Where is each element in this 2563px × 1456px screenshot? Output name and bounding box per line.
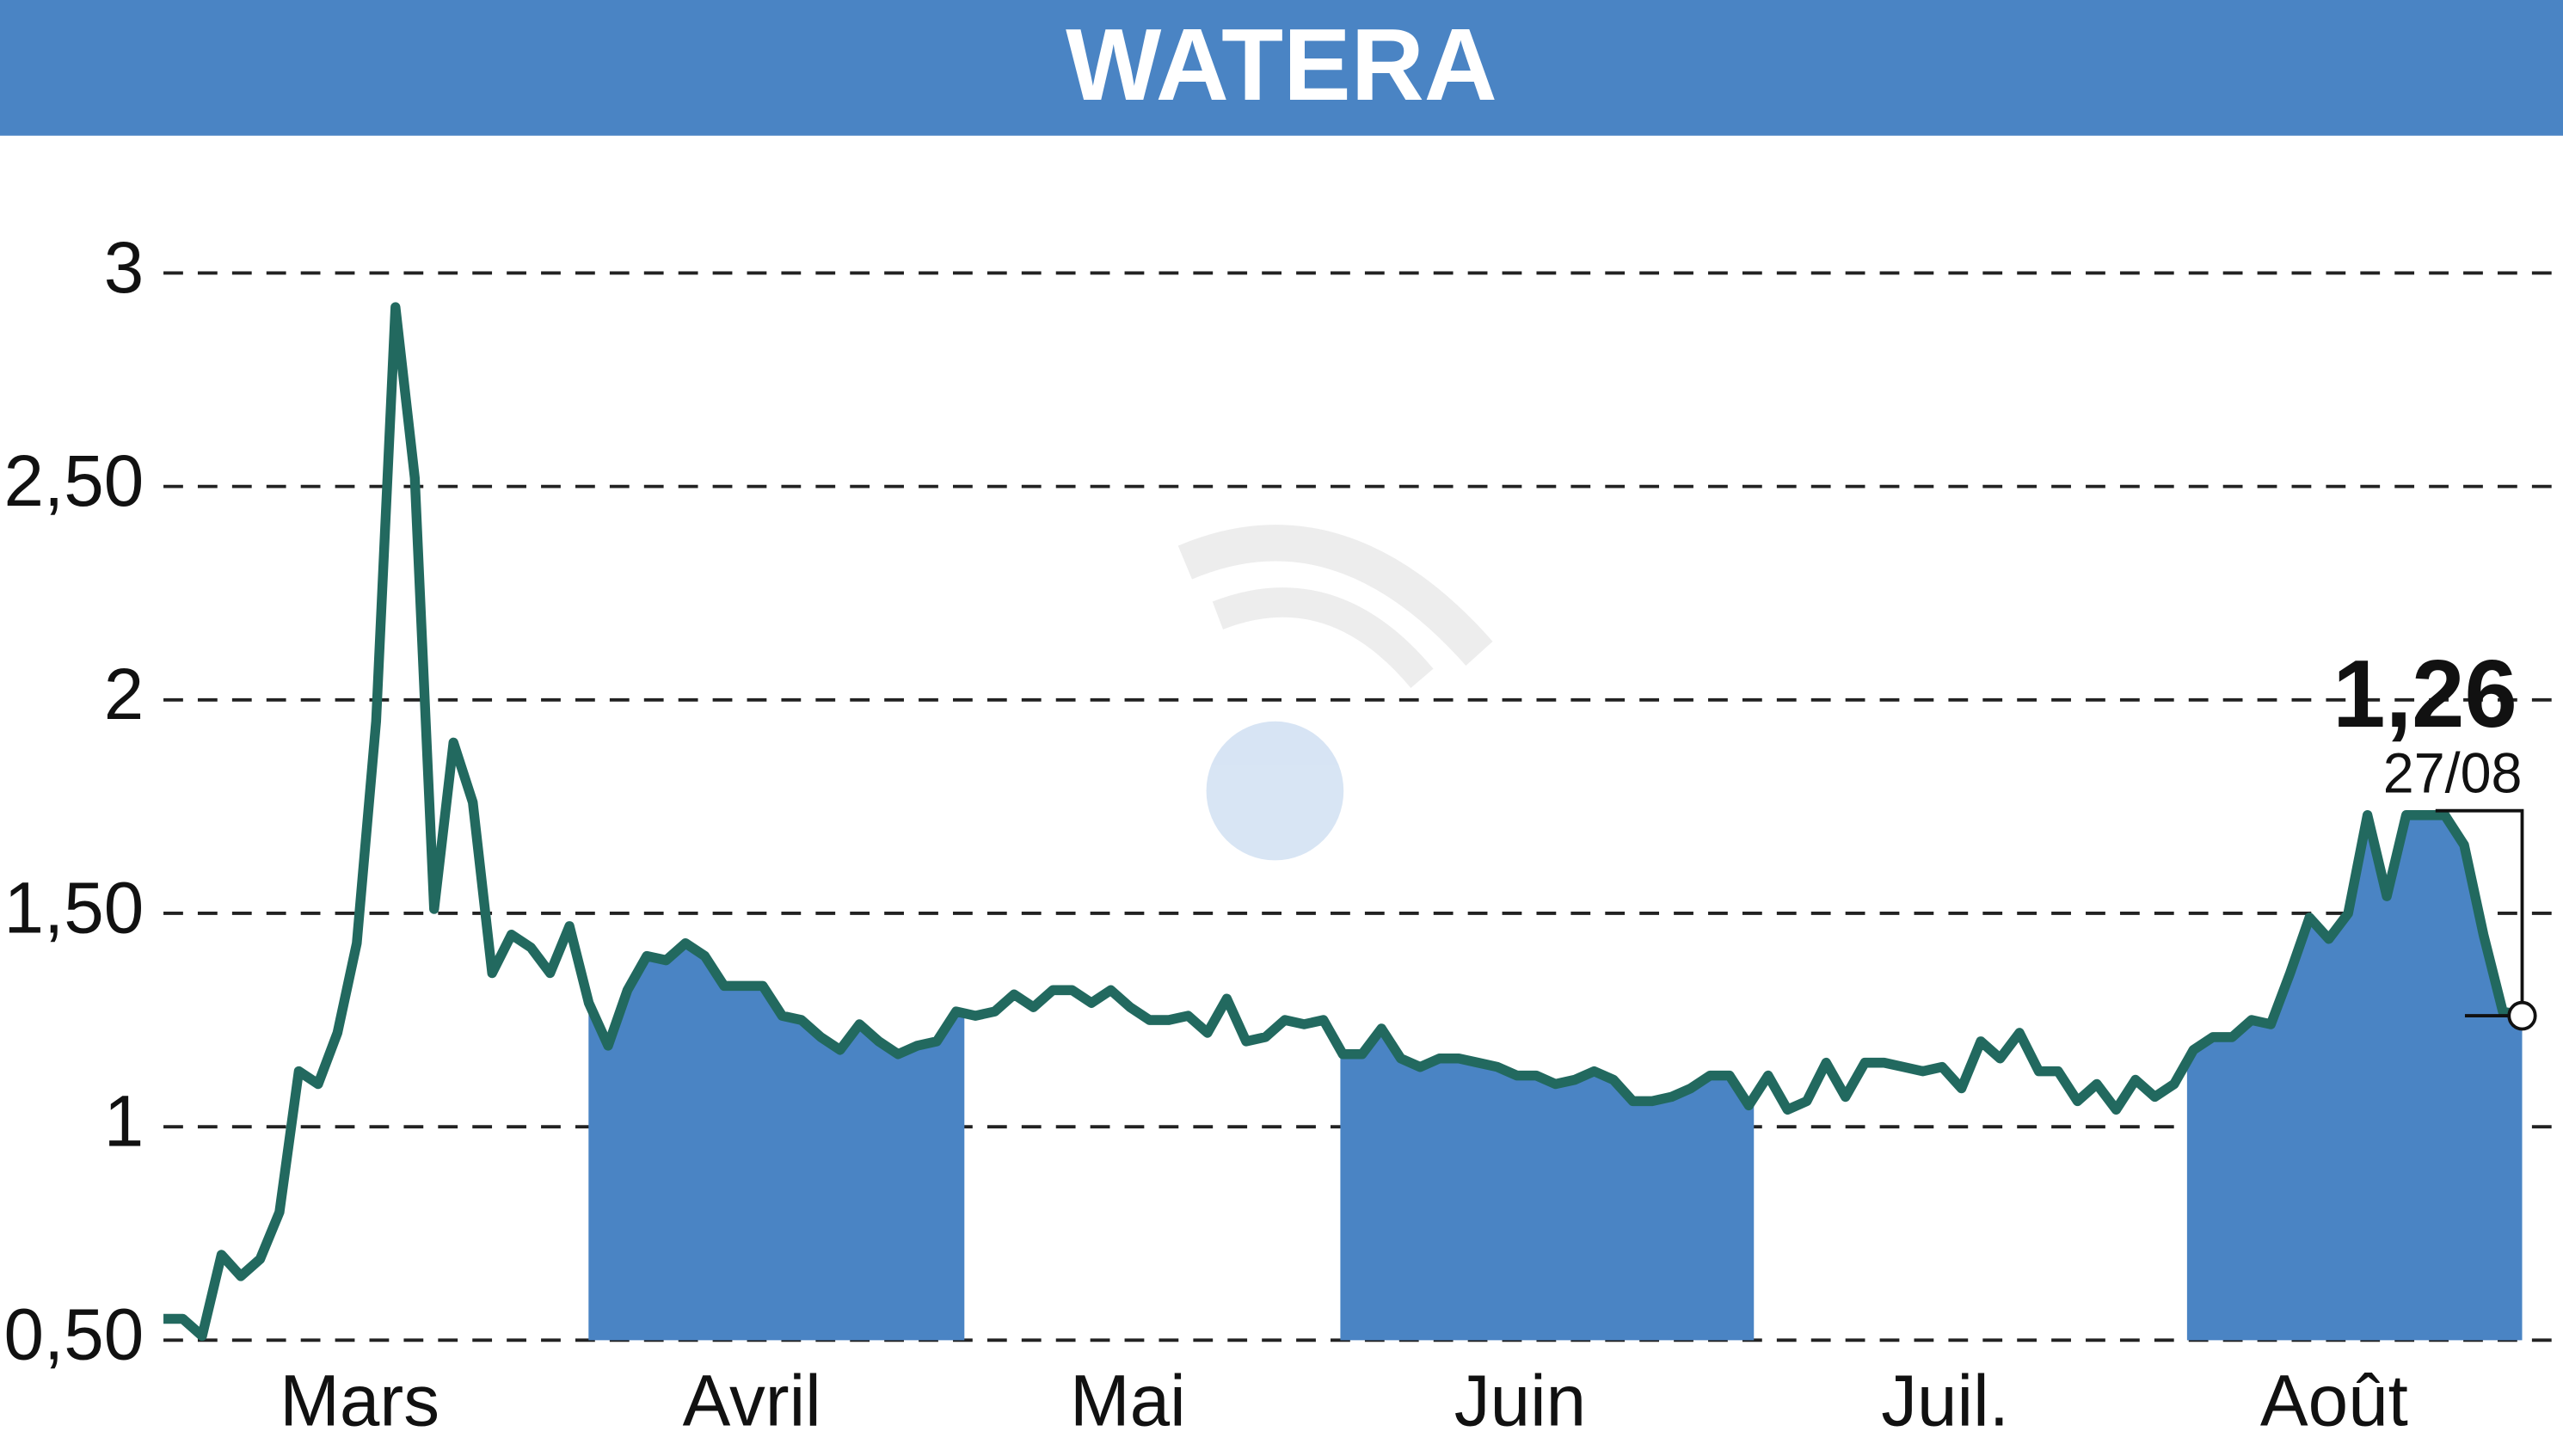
x-tick-label: Avril <box>683 1360 821 1441</box>
title-bar <box>0 0 2563 136</box>
y-tick-label: 2,50 <box>4 440 144 522</box>
y-tick-label: 1,50 <box>4 867 144 949</box>
y-tick-label: 0,50 <box>4 1293 144 1375</box>
x-tick-label: Mai <box>1070 1360 1186 1441</box>
watermark <box>1177 525 1493 861</box>
last-point <box>2507 1000 2537 1031</box>
x-tick-label: Mars <box>280 1360 439 1441</box>
last-date: 27/08 <box>2383 741 2523 804</box>
x-tick-label: Juil. <box>1881 1360 2009 1441</box>
y-tick-label: 3 <box>104 226 144 308</box>
last-value: 1,26 <box>2333 641 2517 748</box>
x-tick-label: Août <box>2260 1360 2408 1441</box>
chart-title: WATERA <box>1066 9 1497 123</box>
x-tick-label: Juin <box>1454 1360 1586 1441</box>
y-tick-label: 1 <box>104 1080 144 1162</box>
y-tick-label: 2 <box>104 654 144 735</box>
price-line <box>163 302 2523 1342</box>
month-shading <box>588 307 2523 1341</box>
